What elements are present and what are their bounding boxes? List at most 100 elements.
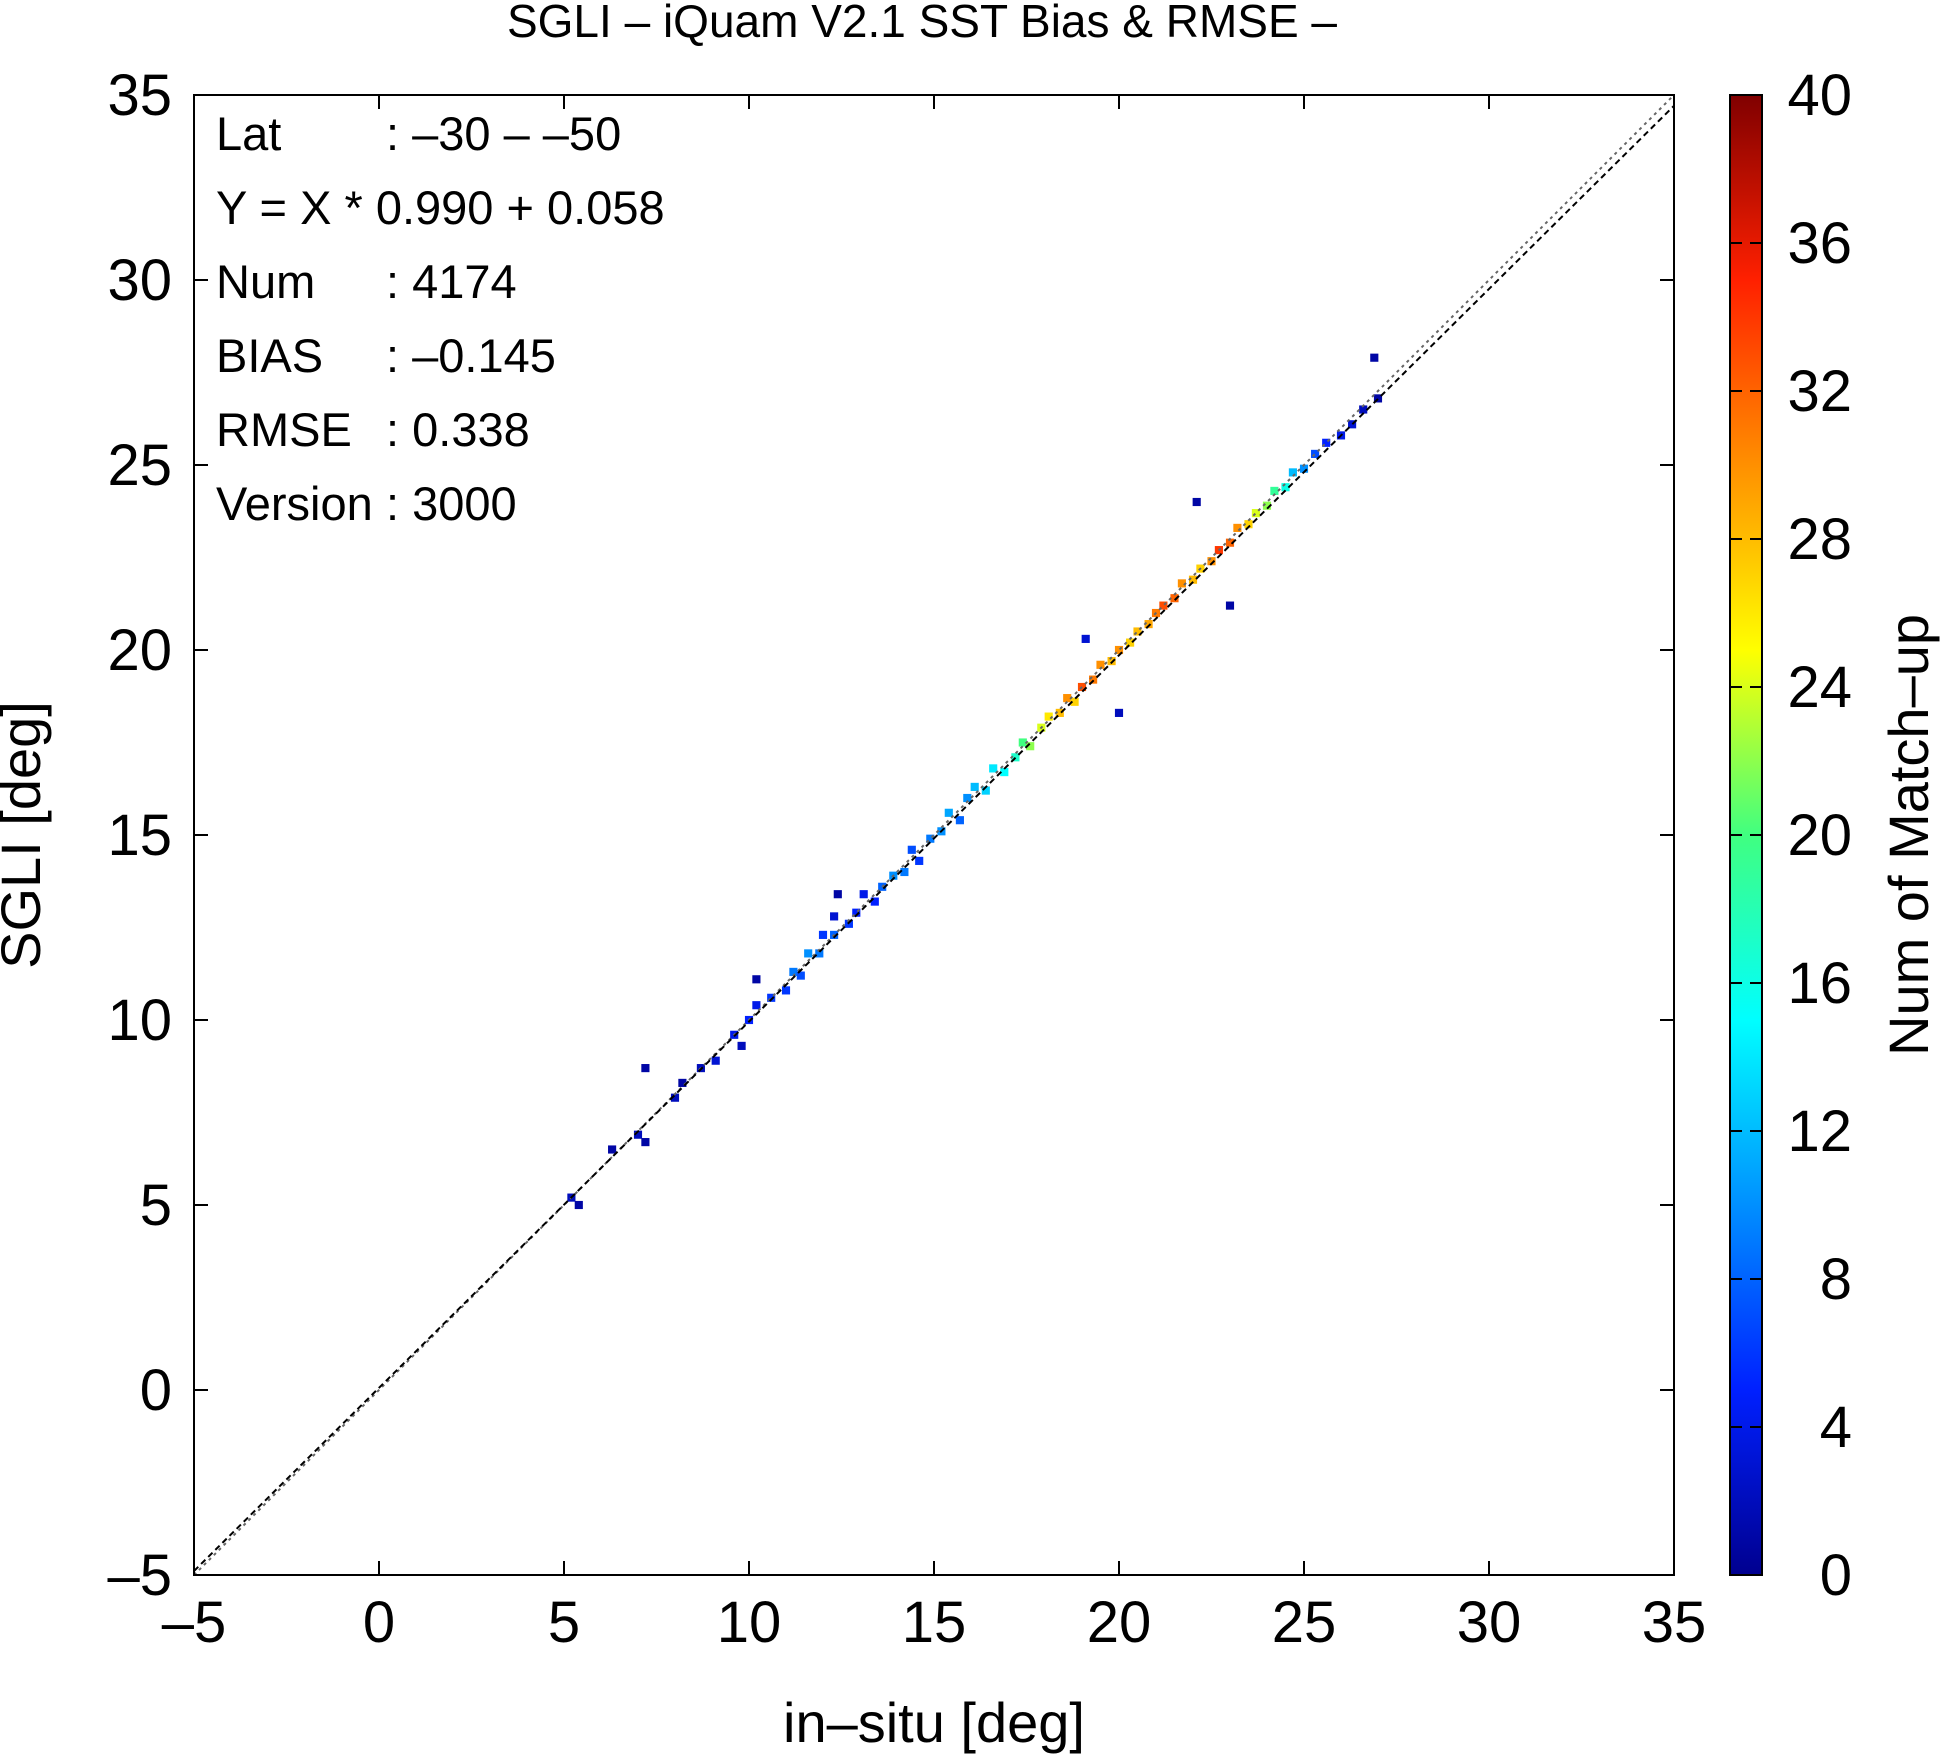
stats-box: Lat : –30 – –50 Y = X * 0.990 + 0.058 Nu…	[216, 107, 665, 530]
one-to-one-line	[193, 94, 1675, 1576]
density-cell	[737, 1041, 746, 1050]
x-tick-label: –5	[162, 1590, 227, 1655]
density-cell	[1026, 742, 1035, 751]
x-tick-label: 10	[717, 1590, 782, 1655]
density-cell	[1011, 753, 1020, 762]
colorbar-tick-label: 36	[1787, 211, 1852, 276]
density-cell	[1089, 675, 1098, 684]
y-tick-label: 0	[140, 1358, 172, 1423]
y-axis-label: SGLI [deg]	[0, 701, 52, 969]
stat-lat-label: Lat	[216, 107, 281, 160]
density-cell	[989, 764, 998, 773]
density-cell	[981, 786, 990, 795]
density-cell	[970, 782, 979, 791]
density-cell	[859, 890, 868, 899]
density-cell	[1070, 697, 1079, 706]
density-cell	[641, 1064, 650, 1073]
colorbar-tick-label: 0	[1820, 1543, 1852, 1608]
stat-version-value: : 3000	[386, 477, 517, 530]
density-cell	[1311, 449, 1320, 458]
density-cell	[1281, 483, 1290, 492]
y-tick-label: 5	[140, 1173, 172, 1238]
colorbar-ticks: 0 4 8 12 16 20 24 28 32 36 40	[1730, 63, 1852, 1608]
density-cell	[1373, 394, 1383, 403]
density-cell	[1225, 601, 1235, 610]
x-tick-label: 20	[1087, 1590, 1152, 1655]
density-cell	[1370, 353, 1379, 362]
density-cell	[1126, 638, 1135, 647]
y-tick-label: 15	[107, 803, 172, 868]
stat-version-label: Version	[216, 477, 373, 530]
colorbar-tick-label: 8	[1820, 1247, 1852, 1312]
density-cell	[1170, 594, 1179, 603]
density-cell	[1114, 708, 1124, 717]
density-cell	[833, 890, 842, 899]
density-cell	[1299, 464, 1309, 473]
density-cell	[752, 1001, 761, 1010]
y-tick-label: 30	[107, 248, 172, 313]
density-cell	[1192, 497, 1201, 507]
density-cell	[852, 908, 861, 917]
density-cell	[670, 1093, 680, 1102]
density-cell	[830, 912, 839, 921]
stat-bias-value: : –0.145	[386, 329, 556, 382]
x-tick-label: 15	[902, 1590, 967, 1655]
x-tick-label: 35	[1642, 1590, 1707, 1655]
stat-num-value: : 4174	[386, 255, 517, 308]
reference-lines	[193, 94, 1675, 1576]
density-cell	[1114, 645, 1124, 655]
density-cell	[1262, 501, 1272, 510]
stat-regression-equation: Y = X * 0.990 + 0.058	[216, 181, 665, 234]
colorbar-tick-label: 4	[1820, 1395, 1852, 1460]
density-cell	[818, 930, 828, 939]
x-axis-ticks: –5 0 5 10 15 20 25 30 35	[162, 95, 1707, 1655]
colorbar-label: Num of Match–up	[1877, 614, 1940, 1056]
density-cell	[1177, 579, 1186, 588]
density-cell	[574, 1200, 583, 1210]
y-axis-ticks: –5 0 5 10 15 20 25 30 35	[107, 63, 1674, 1608]
density-cell	[907, 845, 916, 854]
density-cell	[1251, 509, 1260, 518]
density-cell	[1270, 486, 1279, 495]
y-tick-label: 10	[107, 988, 172, 1053]
density-cell	[752, 975, 761, 984]
regression-line	[193, 105, 1675, 1572]
x-tick-label: 5	[548, 1590, 580, 1655]
density-cell	[1207, 557, 1216, 566]
density-cell	[1055, 708, 1064, 717]
density-cell	[1144, 620, 1153, 629]
colorbar-tick-label: 20	[1787, 803, 1852, 868]
density-cell	[1359, 405, 1368, 414]
y-tick-label: –5	[107, 1543, 172, 1608]
stat-bias-label: BIAS	[216, 329, 323, 382]
density-cell	[1133, 627, 1142, 636]
density-cell	[789, 967, 798, 976]
density-cell	[711, 1056, 720, 1065]
chart-title: SGLI – iQuam V2.1 SST Bias & RMSE –	[507, 0, 1337, 47]
y-tick-label: 35	[107, 63, 172, 128]
density-cell	[1322, 438, 1331, 447]
density-cell	[781, 986, 791, 995]
x-tick-label: 0	[363, 1590, 395, 1655]
density-cell	[641, 1138, 650, 1147]
x-tick-label: 30	[1457, 1590, 1522, 1655]
stat-lat-value: : –30 – –50	[386, 107, 621, 160]
density-cell	[815, 949, 824, 958]
density-cell	[1188, 575, 1198, 584]
density-cell	[870, 897, 879, 906]
density-cell	[804, 949, 813, 958]
density-cell	[633, 1130, 643, 1139]
colorbar-tick-label: 32	[1787, 359, 1852, 424]
colorbar-tick-label: 24	[1787, 655, 1852, 720]
density-cell	[1000, 768, 1009, 777]
density-cell	[915, 856, 924, 865]
density-cell	[1107, 657, 1116, 666]
density-cell	[955, 816, 964, 825]
density-cell	[608, 1145, 617, 1154]
density-cell	[1244, 520, 1253, 529]
density-cell	[1159, 601, 1168, 610]
density-cell	[796, 971, 805, 980]
density-cell	[1018, 738, 1027, 747]
y-tick-label: 20	[107, 618, 172, 683]
density-cell	[900, 867, 909, 877]
